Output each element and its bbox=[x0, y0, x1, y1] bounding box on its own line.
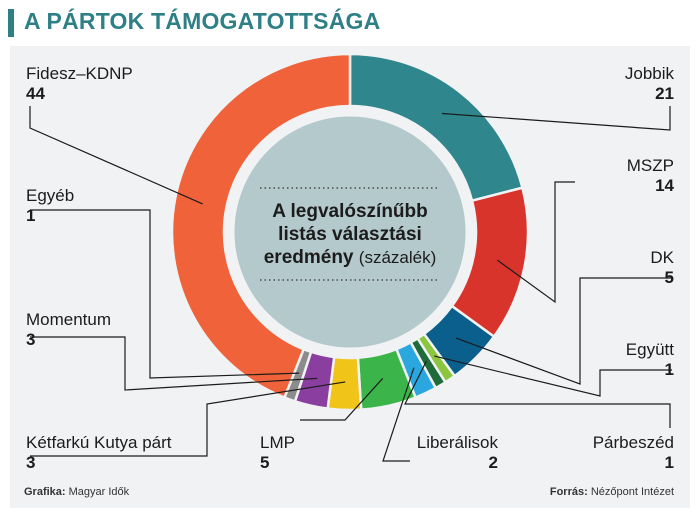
label-ketfarku: Kétfarkú Kutya párt 3 bbox=[26, 433, 172, 473]
label-egyutt-name: Együtt bbox=[625, 340, 674, 359]
leader-line-lmp bbox=[300, 377, 384, 421]
label-jobbik-name: Jobbik bbox=[624, 64, 674, 83]
leader-line-momentum bbox=[30, 336, 318, 391]
label-liberalisok: Liberálisok 2 bbox=[380, 433, 498, 473]
label-momentum-value: 3 bbox=[26, 330, 36, 349]
footer-credit: Grafika: Magyar Idők bbox=[24, 486, 129, 498]
header: A PÁRTOK TÁMOGATOTTSÁGA bbox=[8, 6, 692, 40]
leader-line-liberalisok bbox=[382, 367, 415, 462]
leader-line-ketfarku bbox=[30, 381, 346, 457]
label-mszp-name: MSZP bbox=[626, 156, 674, 175]
header-accent-bar bbox=[8, 9, 14, 37]
label-egyutt-value: 1 bbox=[664, 360, 674, 379]
label-egyeb-name: Egyéb bbox=[26, 186, 75, 205]
label-momentum: Momentum 3 bbox=[26, 310, 111, 350]
label-mszp: MSZP 14 bbox=[560, 156, 674, 196]
label-mszp-value: 14 bbox=[655, 176, 674, 195]
label-fidesz-name: Fidesz–KDNP bbox=[26, 64, 133, 83]
center-line-1: A legvalószínűbb bbox=[272, 201, 428, 222]
label-parbeszed-value: 1 bbox=[664, 453, 674, 472]
label-jobbik: Jobbik 21 bbox=[560, 64, 674, 104]
leader-line-egyutt bbox=[434, 355, 672, 397]
slice-10 bbox=[170, 52, 352, 400]
center-caption: A legvalószínűbb listás választási eredm… bbox=[250, 200, 450, 269]
footer-source-label: Forrás: bbox=[549, 486, 588, 498]
center-line-2: listás választási bbox=[278, 224, 422, 245]
label-momentum-name: Momentum bbox=[26, 310, 112, 329]
label-ketfarku-name: Kétfarkú Kutya párt bbox=[26, 433, 172, 452]
label-dk-name: DK bbox=[650, 248, 674, 267]
label-lmp-value: 5 bbox=[260, 453, 270, 472]
donut-center-disc bbox=[229, 111, 471, 353]
label-liberalisok-value: 2 bbox=[488, 453, 498, 472]
label-jobbik-value: 21 bbox=[655, 84, 674, 103]
label-dk-value: 5 bbox=[664, 268, 674, 287]
leader-line-dk bbox=[455, 277, 672, 385]
label-dk: DK 5 bbox=[560, 248, 674, 288]
center-line-3-bold: eredmény bbox=[263, 247, 354, 268]
label-parbeszed: Párbeszéd 1 bbox=[560, 433, 674, 473]
leader-line-parbeszed bbox=[404, 360, 671, 428]
leader-line-egyeb bbox=[30, 209, 300, 379]
leader-line-fidesz bbox=[29, 106, 203, 205]
label-lmp: LMP 5 bbox=[260, 433, 295, 473]
label-fidesz: Fidesz–KDNP 44 bbox=[26, 64, 133, 104]
label-lmp-name: LMP bbox=[260, 433, 295, 452]
label-parbeszed-name: Párbeszéd bbox=[592, 433, 674, 452]
label-egyeb: Egyéb 1 bbox=[26, 186, 74, 226]
leader-line-mszp bbox=[496, 181, 575, 304]
footer-source-value: Nézőpont Intézet bbox=[590, 486, 674, 498]
label-fidesz-value: 44 bbox=[26, 84, 45, 103]
footer-credit-value: Magyar Idők bbox=[68, 486, 130, 498]
footer-source: Forrás: Nézőpont Intézet bbox=[540, 486, 674, 498]
label-egyutt: Együtt 1 bbox=[560, 340, 674, 380]
center-line-3-unit: (százalék) bbox=[358, 248, 437, 267]
label-liberalisok-name: Liberálisok bbox=[416, 433, 498, 452]
leader-line-jobbik bbox=[441, 106, 671, 131]
footer-credit-label: Grafika: bbox=[24, 486, 66, 498]
label-ketfarku-value: 3 bbox=[26, 453, 36, 472]
label-egyeb-value: 1 bbox=[26, 206, 36, 225]
chart-title: A PÁRTOK TÁMOGATOTTSÁGA bbox=[24, 8, 381, 34]
